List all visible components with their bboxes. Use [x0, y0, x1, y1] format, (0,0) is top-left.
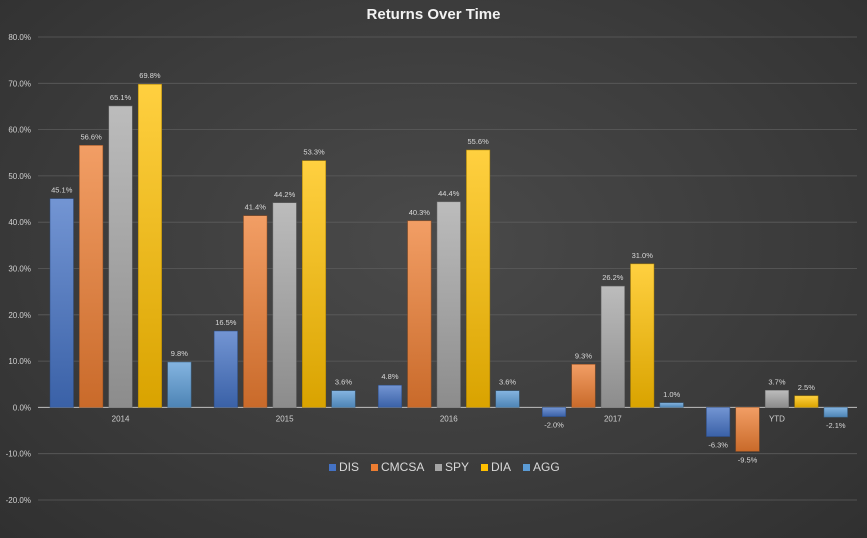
y-axis-ticks: 80.0% 70.0% 60.0% 50.0% 40.0% 30.0% 20.0% 10.0%… — [6, 33, 31, 505]
legend-label-agg: AGG — [533, 460, 560, 474]
legend-swatch-dia — [481, 464, 488, 471]
legend-label-dia: DIA — [491, 460, 511, 474]
y-tick-label: -10.0% — [6, 450, 31, 459]
data-label: 45.1% — [51, 186, 73, 195]
data-label: 4.8% — [381, 372, 398, 381]
y-tick-label: 60.0% — [8, 126, 31, 135]
y-tick-label: 70.0% — [8, 79, 31, 88]
data-label: 44.4% — [438, 189, 460, 198]
data-label: 9.8% — [171, 349, 188, 358]
bar-dia-ytd — [794, 395, 819, 408]
data-label: 40.3% — [409, 208, 431, 217]
data-label: -2.1% — [826, 421, 846, 430]
y-tick-label: 20.0% — [8, 311, 31, 320]
data-label: -6.3% — [708, 441, 728, 450]
data-label: 41.4% — [245, 203, 267, 212]
x-tick-label: YTD — [769, 414, 785, 423]
chart-title: Returns Over Time — [366, 6, 501, 23]
data-labels: 45.1% 56.6% 65.1% 69.8% 9.8% 16.5% 41.4% 44.2% 5… — [51, 71, 846, 464]
data-label: 44.2% — [274, 190, 296, 199]
legend-label-dis: DIS — [339, 460, 359, 474]
bar-spy-2017 — [600, 285, 625, 408]
bar-agg-2016 — [495, 390, 520, 408]
bar-dia-2015 — [302, 160, 327, 408]
data-label: 26.2% — [602, 273, 624, 282]
y-tick-label: 0.0% — [13, 403, 31, 412]
bar-dis-ytd — [706, 407, 731, 437]
y-tick-label: -20.0% — [6, 496, 31, 505]
y-tick-label: 30.0% — [8, 265, 31, 274]
data-label: 55.6% — [468, 137, 490, 146]
bar-cmcsa-2014 — [79, 145, 104, 408]
bar-spy-2016 — [436, 201, 461, 408]
legend-label-spy: SPY — [445, 460, 469, 474]
bar-dia-2014 — [137, 83, 162, 408]
x-tick-label: 2014 — [112, 414, 130, 423]
bar-cmcsa-ytd — [735, 407, 760, 452]
bars — [49, 83, 848, 452]
y-tick-label: 50.0% — [8, 172, 31, 181]
bar-agg-ytd — [823, 407, 848, 418]
y-tick-label: 10.0% — [8, 357, 31, 366]
bar-spy-2015 — [272, 202, 297, 408]
data-label: 56.6% — [81, 132, 103, 141]
x-tick-label: 2015 — [276, 414, 294, 423]
data-label: 65.1% — [110, 93, 132, 102]
bar-dis-2014 — [49, 198, 74, 408]
legend-swatch-dis — [329, 464, 336, 471]
legend-swatch-cmcsa — [371, 464, 378, 471]
data-label: -2.0% — [544, 421, 564, 430]
data-label: -9.5% — [738, 455, 758, 464]
bar-dia-2017 — [630, 263, 655, 408]
data-label: 3.6% — [499, 378, 516, 387]
y-tick-label: 40.0% — [8, 218, 31, 227]
bar-cmcsa-2015 — [243, 215, 268, 408]
data-label: 69.8% — [139, 71, 161, 80]
legend-swatch-agg — [523, 464, 530, 471]
data-label: 3.7% — [768, 377, 785, 386]
bar-spy-ytd — [764, 390, 789, 408]
bar-dis-2015 — [213, 330, 238, 408]
data-label: 3.6% — [335, 378, 352, 387]
bar-spy-2014 — [108, 105, 133, 408]
legend: DIS CMCSA SPY DIA AGG — [329, 460, 560, 474]
data-label: 31.0% — [632, 251, 654, 260]
data-label: 16.5% — [215, 318, 237, 327]
data-label: 9.3% — [575, 351, 592, 360]
bar-agg-2015 — [331, 390, 356, 408]
x-tick-label: 2017 — [604, 414, 622, 423]
legend-swatch-spy — [435, 464, 442, 471]
bar-dis-2017 — [542, 407, 567, 417]
x-axis-ticks: 2014 2015 2016 2017 YTD — [112, 414, 786, 423]
bar-agg-2017 — [659, 402, 684, 408]
data-label: 53.3% — [303, 148, 325, 157]
y-tick-label: 80.0% — [8, 33, 31, 42]
bar-agg-2014 — [167, 361, 192, 408]
x-tick-label: 2016 — [440, 414, 458, 423]
data-label: 1.0% — [663, 390, 680, 399]
bar-cmcsa-2016 — [407, 220, 432, 408]
bar-cmcsa-2017 — [571, 364, 596, 408]
bar-dia-2016 — [466, 149, 491, 408]
legend-label-cmcsa: CMCSA — [381, 460, 424, 474]
bar-dis-2016 — [377, 384, 402, 408]
data-label: 2.5% — [798, 383, 815, 392]
